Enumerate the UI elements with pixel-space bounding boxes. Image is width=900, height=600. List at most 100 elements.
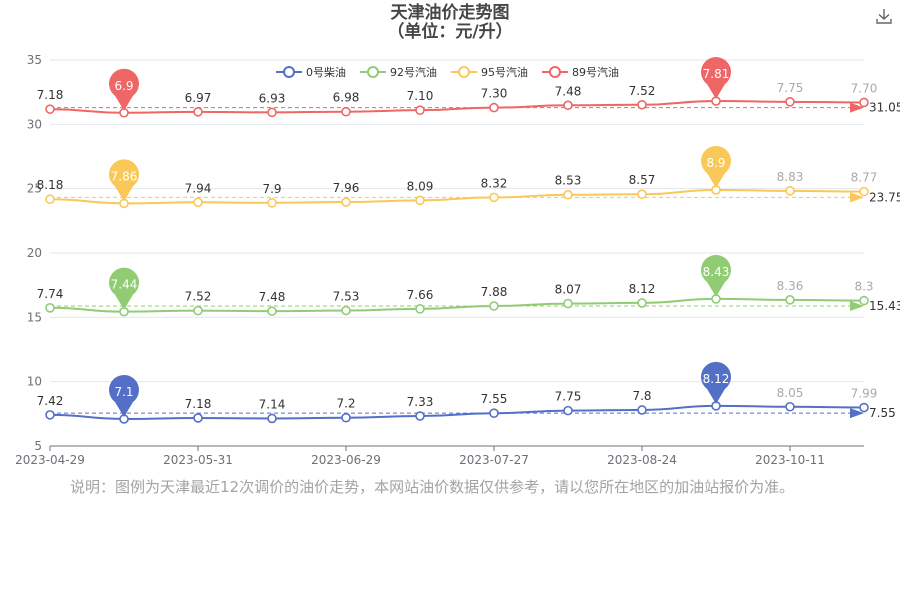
legend-item-2[interactable]: 95号汽油: [451, 64, 528, 80]
data-point-1-3: [267, 306, 277, 316]
svg-text:8.43: 8.43: [703, 265, 730, 279]
data-label-2-7: 8.53: [555, 174, 582, 188]
data-label-3-8: 7.52: [629, 84, 656, 98]
data-label-0-0: 7.42: [37, 394, 64, 408]
legend-item-3[interactable]: 89号汽油: [542, 64, 619, 80]
data-label-2-0: 8.18: [37, 178, 64, 192]
svg-text:7.81: 7.81: [703, 67, 730, 81]
avg-label-1: 15.43: [869, 299, 900, 313]
data-label-1-2: 7.52: [185, 290, 212, 304]
data-label-0-2: 7.18: [185, 397, 212, 411]
data-label-2-3: 7.9: [262, 182, 281, 196]
data-label-0-10: 8.05: [777, 386, 804, 400]
data-label-1-10: 8.36: [777, 279, 804, 293]
data-point-1-8: [637, 298, 647, 308]
x-tick-label: 2023-08-24: [607, 453, 677, 467]
data-label-0-7: 7.75: [555, 390, 582, 404]
min-marker-3: 6.9: [108, 68, 139, 111]
data-point-1-0: [45, 303, 55, 313]
data-label-3-3: 6.93: [259, 91, 286, 105]
avg-arrow-0: [850, 408, 864, 419]
data-label-1-5: 7.66: [407, 288, 434, 302]
data-label-3-4: 6.98: [333, 91, 360, 105]
data-point-0-4: [341, 412, 351, 423]
data-point-3-3: [267, 107, 277, 118]
x-tick-label: 2023-06-29: [311, 453, 381, 467]
min-marker-2: 7.86: [108, 159, 139, 202]
chart-legend: 0号柴油 92号汽油 95号汽油 89号汽油: [276, 64, 619, 80]
data-point-1-5: [415, 304, 425, 314]
data-point-2-11: [859, 186, 869, 197]
data-label-1-11: 8.3: [854, 280, 873, 294]
min-marker-0: 7.1: [109, 374, 139, 417]
x-tick-label: 2023-07-27: [459, 453, 529, 467]
avg-arrow-3: [850, 102, 864, 113]
max-marker-2: 8.9: [701, 145, 732, 188]
data-point-1-6: [489, 301, 499, 311]
max-marker-1: 8.43: [701, 254, 732, 297]
data-point-2-5: [415, 195, 425, 206]
x-tick-label: 2023-04-29: [15, 453, 85, 467]
data-point-2-2: [193, 197, 203, 208]
data-point-1-7: [563, 298, 573, 309]
max-marker-3: 7.81: [701, 57, 732, 100]
avg-arrow-2: [850, 192, 864, 203]
legend-swatch: [276, 66, 302, 78]
x-tick-label: 2023-05-31: [163, 453, 233, 467]
data-point-3-8: [637, 99, 647, 110]
data-point-2-10: [785, 186, 795, 196]
svg-text:7.44: 7.44: [111, 278, 138, 292]
min-marker-1: 7.44: [109, 267, 139, 310]
data-point-1-4: [341, 305, 351, 316]
legend-label: 89号汽油: [572, 66, 619, 79]
y-tick-label: 10: [27, 375, 42, 389]
data-label-3-0: 7.18: [37, 88, 64, 102]
avg-label-0: 7.55: [869, 406, 896, 420]
svg-text:7.1: 7.1: [114, 385, 133, 399]
data-point-0-2: [193, 413, 203, 423]
data-label-2-8: 8.57: [629, 173, 656, 187]
data-label-2-10: 8.83: [777, 170, 804, 184]
data-label-2-11: 8.77: [851, 171, 878, 185]
data-label-3-5: 7.10: [407, 89, 434, 103]
chart-note: 说明：图例为天津最近12次调价的油价走势，本网站油价数据仅供参考，请以您所在地区…: [70, 478, 795, 496]
data-label-1-4: 7.53: [333, 290, 360, 304]
series-line-2: [49, 188, 865, 205]
data-point-2-6: [489, 192, 499, 203]
svg-text:7.86: 7.86: [111, 169, 138, 183]
data-point-0-7: [563, 405, 573, 416]
data-label-0-5: 7.33: [407, 395, 434, 409]
legend-item-0[interactable]: 0号柴油: [276, 64, 346, 80]
x-tick-label: 2023-10-11: [755, 453, 825, 467]
data-point-3-11: [859, 97, 869, 108]
data-point-0-6: [489, 408, 499, 418]
legend-swatch: [360, 66, 386, 78]
y-tick-label: 30: [27, 117, 42, 131]
data-point-3-0: [45, 104, 55, 114]
y-tick-label: 25: [27, 182, 42, 196]
legend-item-1[interactable]: 92号汽油: [360, 64, 437, 80]
data-label-1-3: 7.48: [259, 290, 286, 304]
avg-arrow-1: [850, 301, 864, 312]
data-point-1-10: [785, 295, 795, 305]
data-label-2-4: 7.96: [333, 181, 360, 195]
data-point-3-2: [193, 107, 203, 117]
data-label-3-2: 6.97: [185, 91, 212, 105]
data-point-0-8: [637, 405, 647, 415]
y-tick-label: 15: [27, 310, 42, 324]
chart-title: 天津油价走势图 （单位：元/升）: [0, 4, 900, 42]
data-point-3-7: [563, 100, 573, 111]
avg-label-2: 23.75: [869, 190, 900, 204]
legend-label: 92号汽油: [390, 66, 437, 79]
svg-text:8.9: 8.9: [706, 156, 725, 170]
data-point-1-11: [859, 295, 869, 306]
data-point-3-6: [489, 102, 499, 113]
download-icon[interactable]: [874, 6, 894, 26]
data-point-2-0: [45, 194, 55, 205]
data-point-0-0: [45, 410, 55, 420]
legend-swatch: [451, 66, 477, 78]
data-point-0-5: [415, 411, 425, 421]
data-point-3-5: [415, 105, 425, 115]
data-label-0-6: 7.55: [481, 392, 508, 406]
